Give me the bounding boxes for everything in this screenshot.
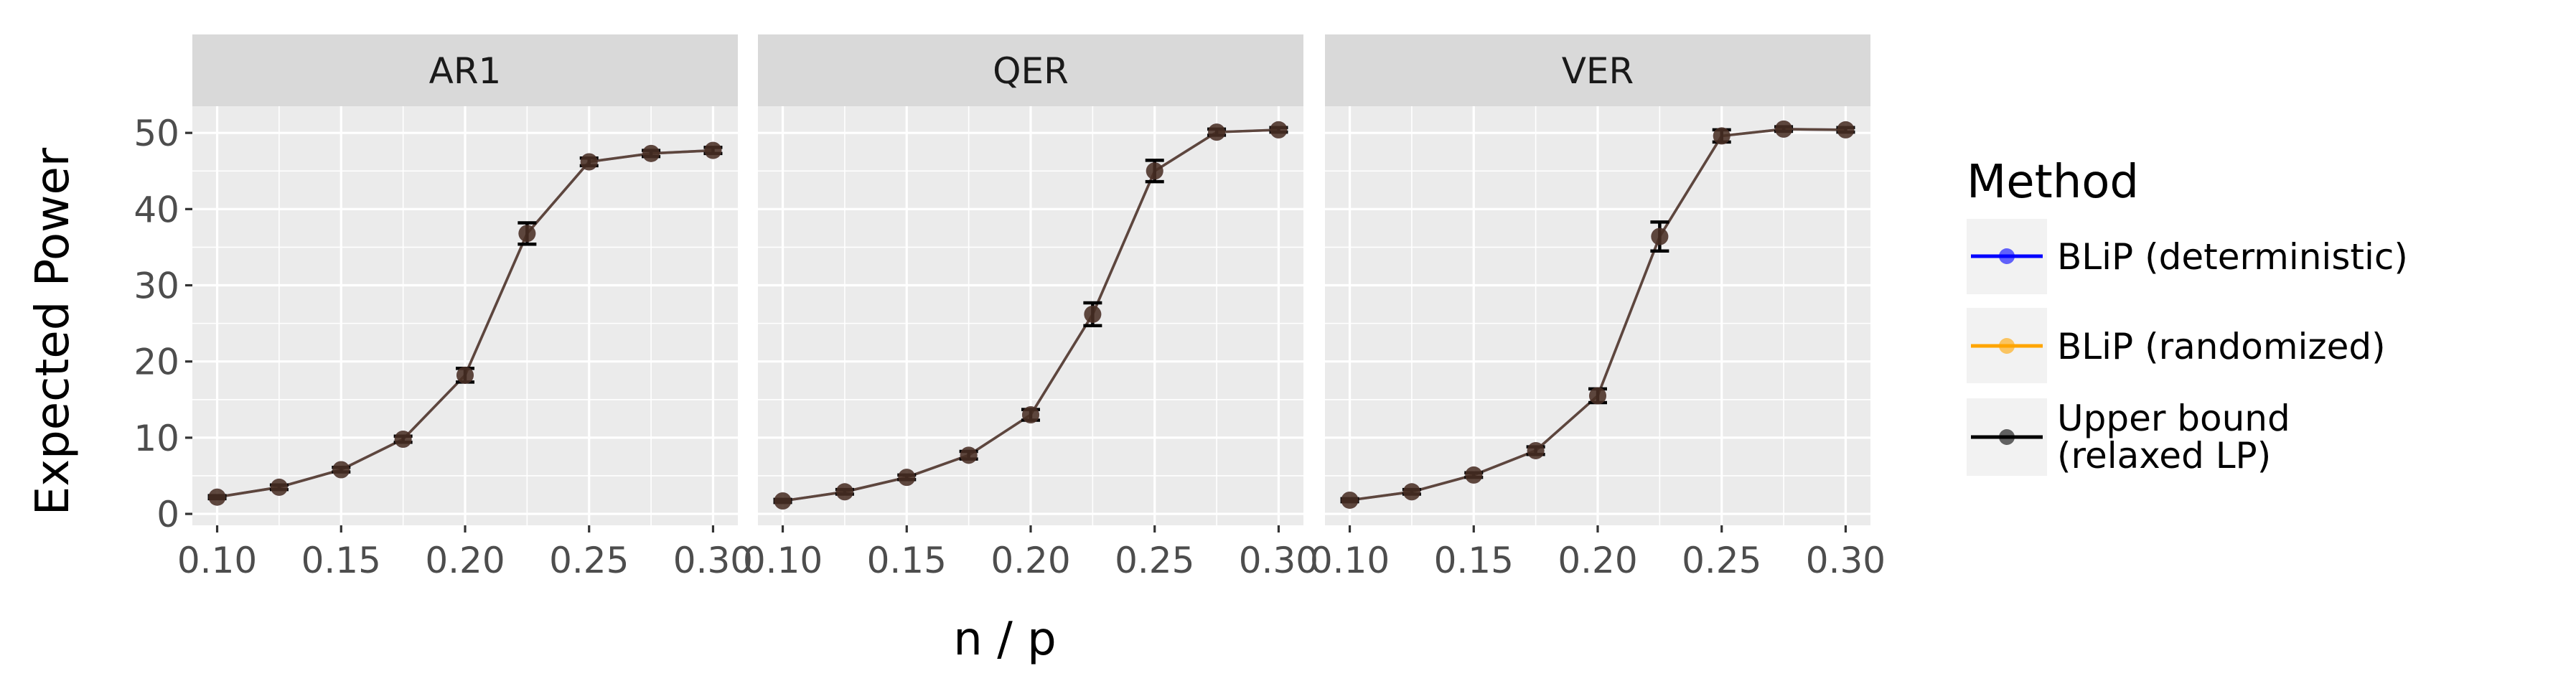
legend-title: Method — [1967, 156, 2139, 209]
data-point-2 — [1465, 466, 1483, 484]
y-tick-label: 10 — [134, 418, 179, 459]
data-point-2 — [1084, 305, 1102, 323]
data-point-2 — [518, 225, 536, 243]
facet-strip — [1325, 34, 1870, 106]
facet-ver: VER 0.10 0.15 0.20 0.25 0.30 — [1310, 34, 1886, 581]
x-tick-label: 0.25 — [1682, 540, 1761, 581]
data-point-2 — [270, 478, 288, 496]
data-point-2 — [704, 141, 722, 159]
facet-ar1: AR1 0.10 0.15 0.20 0.25 0.30 0 10 20 30 40 50 — [134, 34, 753, 581]
data-point-2 — [642, 144, 660, 162]
x-tick-label: 0.15 — [867, 540, 947, 581]
x-tick-label: 0.25 — [549, 540, 629, 581]
data-point-2 — [960, 446, 978, 464]
data-point-2 — [580, 153, 598, 171]
x-axis-title: n / p — [953, 613, 1056, 666]
legend-label-upper-bound-line-1: Upper bound — [2057, 398, 2290, 439]
data-point-2 — [898, 469, 916, 487]
x-tick-label: 0.15 — [1434, 540, 1514, 581]
y-tick-label: 0 — [156, 494, 179, 535]
facet-strip-label: VER — [1562, 50, 1634, 92]
x-tick-label: 0.20 — [990, 540, 1070, 581]
legend-label-upper-bound-line-2: (relaxed LP) — [2057, 435, 2271, 477]
x-tick-label: 0.10 — [1310, 540, 1390, 581]
legend-key-deterministic — [1967, 219, 2047, 294]
data-point-2 — [1270, 121, 1288, 139]
data-point-2 — [774, 492, 792, 510]
data-point-2 — [332, 461, 350, 479]
facet-strip-label: QER — [993, 50, 1069, 92]
x-tick-label: 0.20 — [1558, 540, 1637, 581]
x-tick-label: 0.30 — [1806, 540, 1886, 581]
data-point-2 — [1837, 121, 1855, 139]
x-tick-label: 0.15 — [301, 540, 381, 581]
data-point-2 — [456, 366, 474, 384]
data-point-2 — [1402, 483, 1420, 501]
legend-key-randomized — [1967, 308, 2047, 383]
data-point-2 — [835, 483, 853, 501]
legend-key-upper-bound — [1967, 398, 2047, 476]
data-point-2 — [1022, 406, 1039, 424]
x-tick-label: 0.30 — [673, 540, 753, 581]
facet-qer: QER 0.10 0.15 0.20 0.25 0.30 — [743, 34, 1319, 581]
legend-label-upper-bound: Upper bound (relaxed LP) — [2057, 398, 2302, 477]
legend: Method BLiP (deterministic) BLiP (random… — [1967, 156, 2408, 477]
data-point-2 — [1651, 227, 1669, 245]
y-tick-label: 30 — [134, 266, 179, 307]
legend-label-randomized: BLiP (randomized) — [2057, 326, 2386, 367]
x-tick-label: 0.30 — [1239, 540, 1319, 581]
data-point-2 — [1341, 491, 1359, 509]
facet-strip-label: AR1 — [429, 50, 502, 92]
data-point-2 — [1208, 123, 1226, 141]
data-point-2 — [1713, 127, 1730, 145]
y-tick-label: 20 — [134, 342, 179, 383]
facet-strip — [758, 34, 1303, 106]
facet-strip — [192, 34, 738, 106]
data-point-2 — [208, 488, 226, 506]
data-point-2 — [1146, 162, 1163, 180]
y-tick-label: 40 — [134, 189, 179, 230]
data-point-2 — [1589, 387, 1606, 405]
x-tick-label: 0.20 — [425, 540, 505, 581]
x-tick-label: 0.25 — [1115, 540, 1194, 581]
legend-label-deterministic: BLiP (deterministic) — [2057, 236, 2408, 278]
data-point-2 — [1775, 120, 1793, 138]
data-point-2 — [394, 431, 412, 449]
y-axis-title: Expected Power — [27, 147, 80, 515]
x-tick-label: 0.10 — [743, 540, 823, 581]
x-tick-label: 0.10 — [177, 540, 257, 581]
facet-panels: AR1 0.10 0.15 0.20 0.25 0.30 0 10 20 30 40 50 QER 0.1… — [134, 34, 1886, 581]
data-point-2 — [1527, 441, 1545, 459]
y-tick-label: 50 — [134, 113, 179, 154]
